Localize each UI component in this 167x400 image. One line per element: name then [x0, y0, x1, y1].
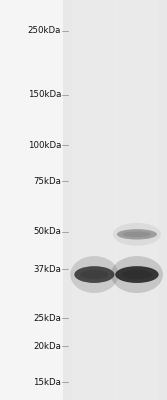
Ellipse shape — [74, 266, 114, 283]
Ellipse shape — [122, 270, 152, 279]
Text: 250kDa: 250kDa — [28, 26, 61, 35]
Ellipse shape — [111, 256, 163, 293]
Text: 50kDa: 50kDa — [33, 227, 61, 236]
Text: 100kDa: 100kDa — [28, 141, 61, 150]
Text: 25kDa: 25kDa — [33, 314, 61, 323]
Ellipse shape — [80, 270, 108, 279]
Ellipse shape — [113, 223, 161, 246]
Ellipse shape — [70, 256, 118, 293]
Text: 150kDa: 150kDa — [28, 90, 61, 99]
Text: 20kDa: 20kDa — [33, 342, 61, 351]
Text: 15kDa: 15kDa — [33, 378, 61, 387]
FancyBboxPatch shape — [72, 0, 117, 400]
Ellipse shape — [117, 229, 157, 240]
Ellipse shape — [115, 266, 159, 283]
Text: 75kDa: 75kDa — [33, 177, 61, 186]
FancyBboxPatch shape — [63, 0, 167, 400]
Ellipse shape — [123, 232, 151, 237]
FancyBboxPatch shape — [114, 0, 159, 400]
Text: 37kDa: 37kDa — [33, 265, 61, 274]
